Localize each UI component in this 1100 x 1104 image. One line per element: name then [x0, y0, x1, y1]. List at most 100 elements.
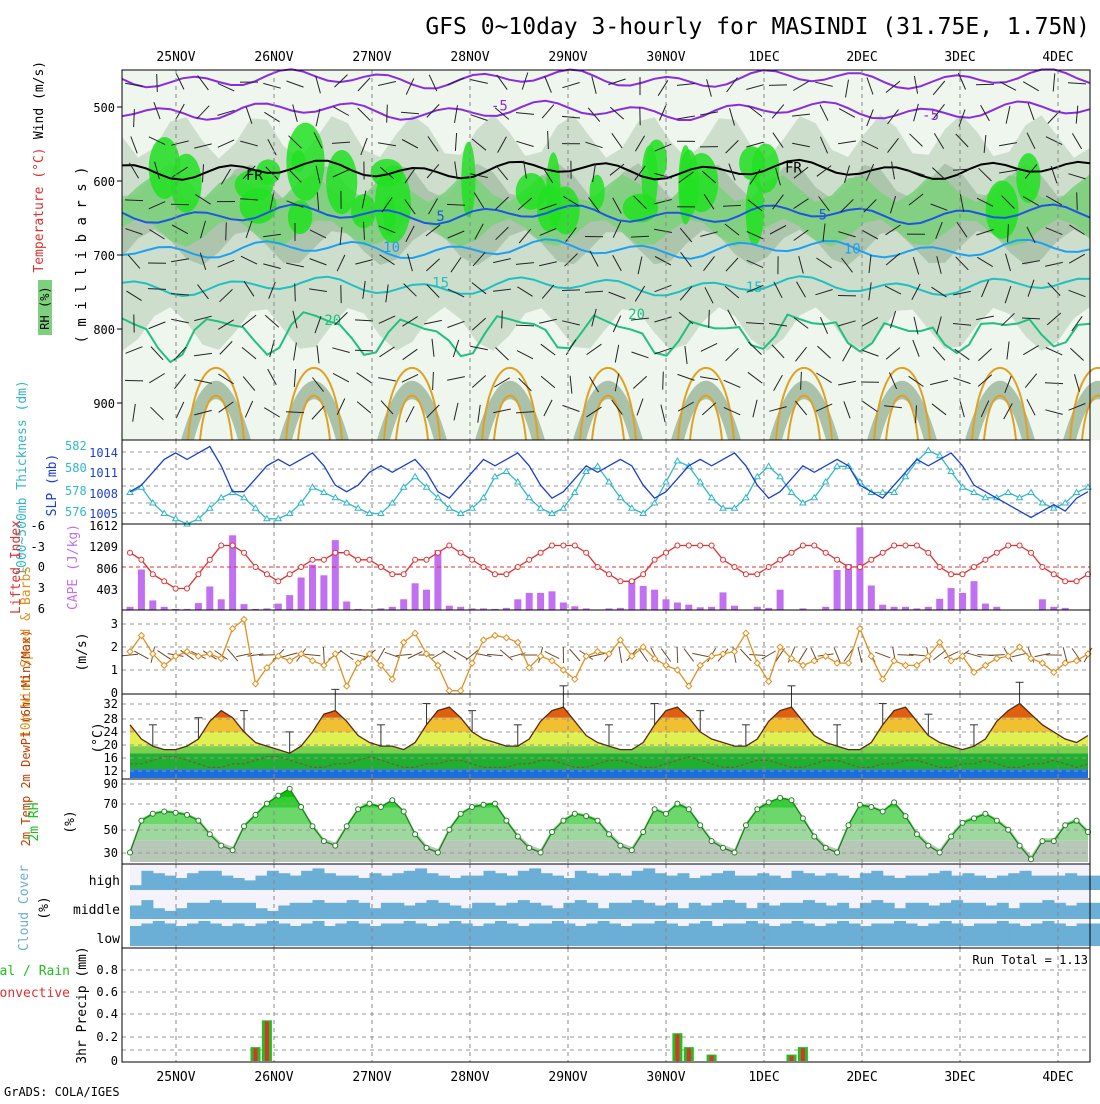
cloud-cell	[609, 873, 621, 890]
cape-bar	[685, 605, 692, 610]
cape-bar	[206, 587, 213, 611]
cloud-cell	[153, 921, 165, 946]
cloud-cell	[1077, 903, 1089, 919]
lifted-index-point	[162, 579, 167, 584]
lifted-index-point	[1029, 550, 1034, 555]
thickness-tick: 580	[65, 461, 87, 475]
rh2m-point	[219, 843, 224, 848]
footer-credit: GrADS: COLA/IGES	[4, 1085, 120, 1099]
run-total-label: Run Total = 1.13	[972, 953, 1088, 967]
lifted-index-point	[470, 557, 475, 562]
wind-speed-point	[891, 658, 897, 664]
surface-wind-barb	[323, 647, 324, 663]
lifted-index-point	[823, 550, 828, 555]
wind-speed-point	[515, 639, 521, 645]
surface-wind-barb	[454, 651, 468, 659]
cloud-cell	[586, 903, 598, 919]
temperature-band	[122, 769, 1090, 778]
top-date-label: 28NOV	[450, 50, 489, 65]
bottom-date-label: 1DEC	[748, 1070, 779, 1085]
top-date-label: 26NOV	[254, 50, 293, 65]
wind-frame	[122, 610, 1090, 694]
cloud-cell	[461, 908, 473, 919]
cloud-cell	[712, 903, 724, 919]
lifted-index-point	[173, 586, 178, 591]
rh2m-point	[755, 807, 760, 812]
cloud-cell	[735, 903, 747, 919]
cape-bar	[320, 575, 327, 610]
lifted-index-point	[196, 572, 201, 577]
cloud-cell	[655, 906, 667, 920]
cloud-cell	[335, 903, 347, 919]
cape-bar	[777, 590, 784, 610]
wind-speed-point	[446, 688, 452, 694]
temperature-band	[122, 696, 1090, 717]
cloud-cell	[837, 903, 849, 919]
contour-label: FR	[246, 168, 263, 184]
cloud-cell	[427, 900, 439, 919]
cloud-cell	[689, 924, 701, 947]
precip-total-label: Total / Rain	[0, 964, 70, 979]
cape-tick: 1209	[89, 540, 118, 554]
surface-wind-barb	[377, 648, 385, 662]
rh2m-point	[504, 818, 509, 823]
wind-speed-point	[754, 660, 760, 666]
cloud-cell	[392, 873, 404, 890]
cloud-cell	[449, 878, 461, 890]
rh2m-point	[789, 798, 794, 803]
cape-tick: 1612	[89, 519, 118, 533]
cloud-cell	[506, 876, 518, 890]
rh2m-point	[652, 807, 657, 812]
cloud-cell	[769, 926, 781, 946]
thickness-point	[481, 495, 487, 500]
surface-wind-barb	[858, 647, 862, 663]
wind-barb	[1077, 192, 1078, 210]
cloud-cell	[780, 878, 792, 890]
cloud-cell	[324, 926, 336, 946]
top-date-label: 25NOV	[156, 50, 195, 65]
wind-barb	[125, 200, 143, 201]
lifted-index-point	[356, 557, 361, 562]
thickness-point	[412, 474, 418, 479]
rh2m-point	[264, 801, 269, 806]
cloud-cell	[963, 926, 975, 946]
rh2m-point	[470, 805, 475, 810]
surface-wind-barb	[619, 647, 622, 663]
lifted-index-point	[515, 565, 520, 570]
lifted-index-point	[424, 557, 429, 562]
cloud-cell	[278, 924, 290, 947]
cloud-cell	[552, 876, 564, 890]
cape-bar	[868, 586, 875, 611]
rh2m-point	[743, 823, 748, 828]
lifted-index-point	[983, 557, 988, 562]
rh-band-fill	[122, 808, 1090, 824]
lifted-index-point	[458, 550, 463, 555]
temperature-label: Temperature (°C)	[32, 147, 47, 272]
rh2m-point	[550, 830, 555, 835]
lifted-index-point	[276, 579, 281, 584]
cape-tick: 403	[96, 583, 118, 597]
cloud-cell	[141, 871, 153, 890]
cloud-cell	[244, 880, 256, 890]
bottom-date-label: 2DEC	[846, 1070, 877, 1085]
cloud-cell	[598, 908, 610, 919]
wind-speed-point	[310, 658, 316, 664]
lifted-index-point	[926, 550, 931, 555]
cloud-cell	[130, 926, 142, 946]
lifted-index-point	[344, 550, 349, 555]
cloud-cell	[301, 871, 313, 890]
top-date-label: 30NOV	[646, 50, 685, 65]
cloud-cell	[723, 900, 735, 919]
cloud-cell	[381, 876, 393, 890]
lifted-index-point	[219, 543, 224, 548]
precip-axis-label: 3hr Precip (mm)	[75, 946, 90, 1063]
precip-panel: Run Total = 1.130.80.60.40.20Total / Rai…	[0, 946, 1090, 1068]
cloud-cell	[381, 924, 393, 947]
cape-bar	[309, 565, 316, 610]
wind-speed-point	[503, 635, 509, 641]
lifted-index-point	[1063, 579, 1068, 584]
rh2m-point	[299, 805, 304, 810]
lifted-index-point	[413, 557, 418, 562]
cloud-cell	[632, 871, 644, 890]
lifted-index-point	[755, 572, 760, 577]
